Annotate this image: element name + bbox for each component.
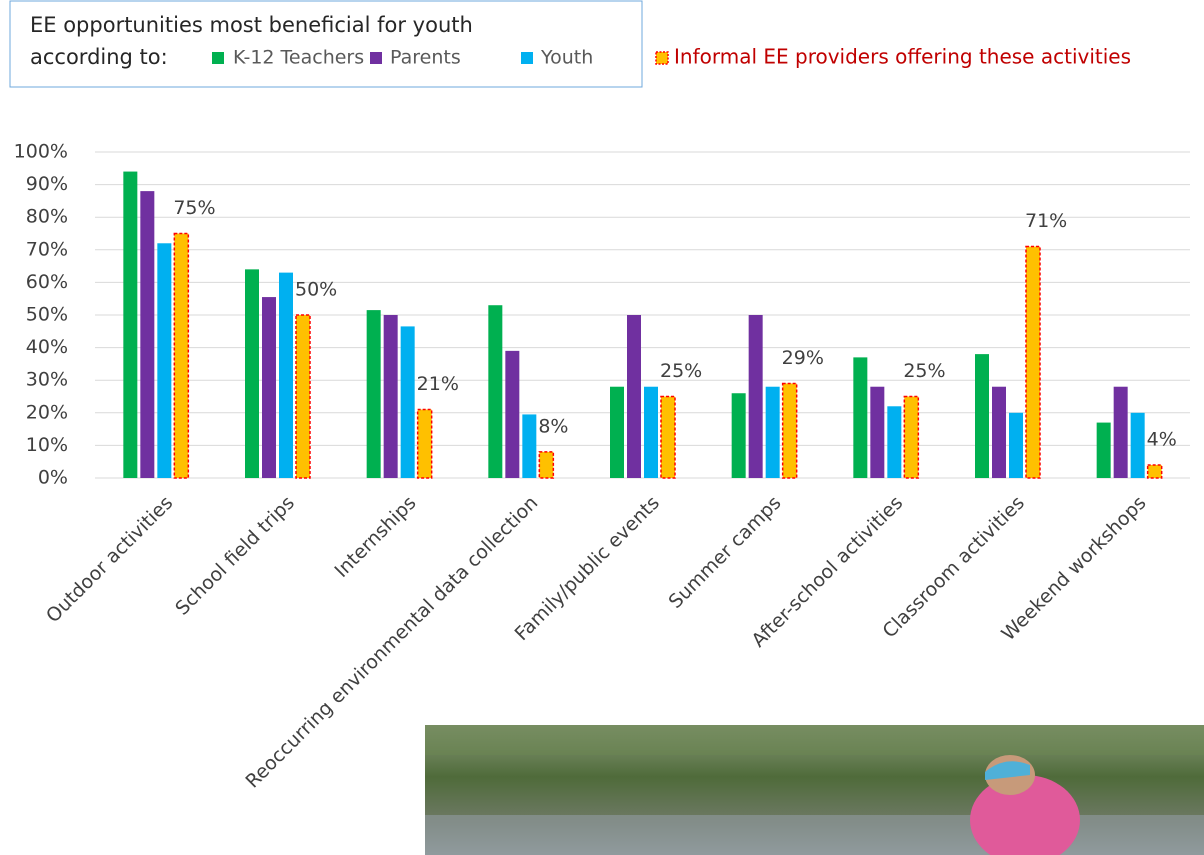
bar (140, 191, 155, 478)
bar (505, 350, 520, 478)
x-tick-label: Internships (330, 492, 420, 582)
bar (853, 357, 868, 478)
data-label: 75% (173, 197, 215, 219)
bar (887, 406, 902, 478)
bar (903, 395, 920, 479)
bar (1009, 412, 1023, 478)
data-label: 8% (538, 415, 568, 437)
bar (488, 305, 503, 478)
legend-label: Informal EE providers offering these act… (674, 45, 1131, 69)
y-tick-label: 40% (26, 336, 68, 358)
legend-title: according to: (30, 45, 168, 69)
bar (366, 310, 381, 478)
photo (425, 725, 1204, 855)
bar (627, 315, 641, 478)
bar (992, 386, 1006, 478)
legend-swatch (655, 51, 669, 65)
data-label: 25% (660, 360, 702, 382)
bar (157, 243, 172, 478)
bar (1025, 245, 1041, 479)
y-tick-label: 90% (26, 173, 68, 195)
y-tick-label: 50% (26, 304, 68, 326)
bar (748, 315, 763, 478)
legend-label: Youth (540, 47, 593, 69)
bar (870, 386, 885, 478)
data-label: 4% (1147, 428, 1177, 450)
bar (644, 386, 658, 478)
bar (1130, 412, 1145, 478)
y-tick-label: 100% (14, 141, 68, 163)
bar (660, 395, 676, 479)
data-label: 29% (782, 347, 824, 369)
bar (400, 326, 415, 478)
legend-label: K-12 Teachers (233, 47, 364, 69)
x-tick-label: Summer camps (665, 492, 786, 613)
y-tick-label: 30% (26, 369, 68, 391)
y-tick-label: 80% (26, 206, 68, 228)
bar (975, 354, 989, 478)
legend-swatch (521, 52, 533, 64)
legend-label: Parents (390, 47, 461, 69)
y-tick-label: 10% (26, 434, 68, 456)
chart-title: EE opportunities most beneficial for you… (30, 13, 473, 37)
legend-box (9, 0, 643, 88)
y-tick-label: 20% (26, 401, 68, 423)
y-tick-label: 0% (38, 467, 68, 489)
x-tick-label: School field trips (171, 492, 299, 620)
y-tick-label: 70% (26, 238, 68, 260)
data-label: 21% (417, 373, 459, 395)
bar (610, 386, 624, 478)
bar (1096, 422, 1111, 478)
bar (731, 393, 746, 478)
bar (781, 382, 798, 479)
bar (765, 386, 780, 478)
bar (295, 314, 311, 479)
legend-swatch (370, 52, 382, 64)
data-label: 50% (295, 279, 337, 301)
bar (1113, 386, 1128, 478)
bar (245, 269, 259, 478)
data-label: 25% (903, 360, 945, 382)
bar (383, 315, 398, 478)
bar (279, 272, 293, 478)
legend-swatch (212, 52, 224, 64)
bar (173, 232, 190, 479)
bar (538, 451, 555, 479)
bar (416, 408, 433, 479)
x-tick-label: Outdoor activities (42, 492, 177, 627)
bar (1146, 464, 1163, 479)
y-tick-label: 60% (26, 271, 68, 293)
data-label: 71% (1025, 210, 1067, 232)
bar (123, 171, 138, 478)
bar (262, 297, 276, 478)
bar (522, 414, 537, 478)
